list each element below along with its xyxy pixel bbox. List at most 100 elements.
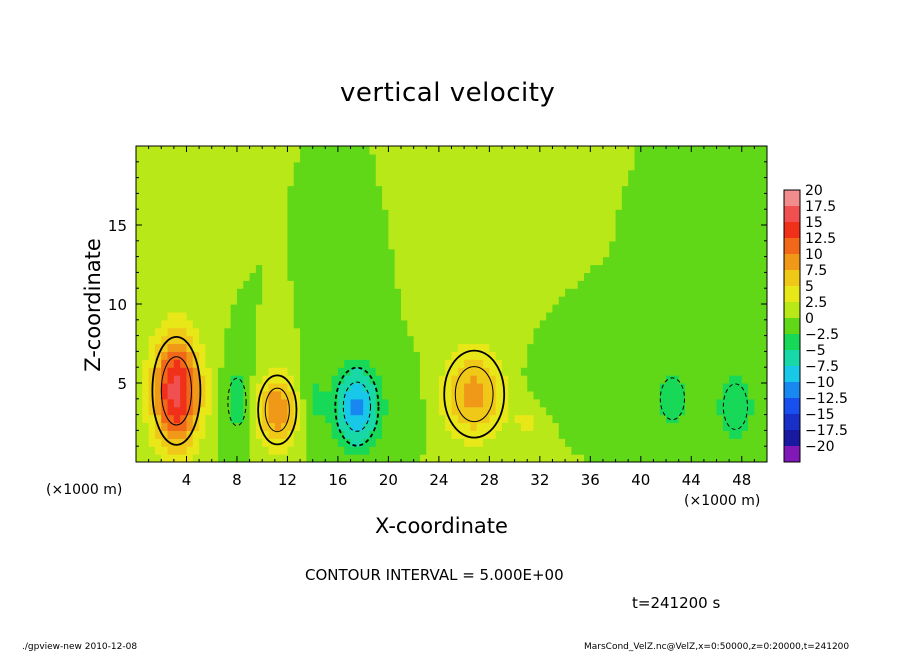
- heatmap-cell: [211, 153, 219, 163]
- heatmap-cell: [218, 201, 225, 210]
- heatmap-cell: [558, 438, 566, 447]
- heatmap-cell: [407, 327, 415, 337]
- heatmap-cell: [426, 193, 434, 202]
- heatmap-cell: [501, 454, 509, 462]
- heatmap-cell: [230, 161, 238, 171]
- heatmap-cell: [659, 296, 667, 305]
- heatmap-cell: [596, 383, 604, 392]
- heatmap-cell: [136, 367, 143, 376]
- heatmap-cell: [647, 319, 655, 329]
- heatmap-cell: [369, 146, 377, 155]
- y-tick-label: 15: [108, 217, 127, 235]
- heatmap-cell: [142, 390, 150, 400]
- heatmap-cell: [199, 256, 207, 266]
- heatmap-cell: [293, 280, 301, 289]
- heatmap-cell: [558, 343, 566, 352]
- heatmap-cell: [710, 296, 718, 305]
- heatmap-cell: [375, 240, 383, 250]
- heatmap-cell: [602, 201, 610, 210]
- heatmap-cell: [432, 272, 440, 281]
- heatmap-cell: [678, 232, 686, 242]
- heatmap-cell: [274, 193, 282, 202]
- heatmap-cell: [565, 454, 572, 462]
- heatmap-cell: [281, 209, 289, 218]
- heatmap-cell: [432, 359, 440, 368]
- heatmap-cell: [173, 311, 181, 321]
- heatmap-cell: [287, 177, 295, 187]
- heatmap-cell: [678, 375, 686, 384]
- heatmap-cell: [344, 225, 352, 234]
- heatmap-cell: [154, 146, 162, 155]
- heatmap-cell: [571, 454, 579, 462]
- heatmap-cell: [602, 406, 610, 416]
- heatmap-cell: [722, 185, 730, 194]
- heatmap-cell: [413, 375, 421, 384]
- heatmap-cell: [489, 193, 497, 202]
- heatmap-cell: [306, 201, 314, 210]
- heatmap-cell: [419, 359, 427, 368]
- heatmap-cell: [331, 201, 339, 210]
- heatmap-cell: [722, 256, 730, 266]
- heatmap-cell: [729, 414, 737, 424]
- heatmap-cell: [186, 185, 194, 194]
- heatmap-cell: [161, 225, 169, 234]
- heatmap-cell: [748, 398, 755, 408]
- heatmap-cell: [192, 280, 200, 289]
- heatmap-cell: [602, 327, 610, 337]
- heatmap-cell: [211, 146, 219, 155]
- heatmap-cell: [659, 161, 667, 171]
- heatmap-cell: [268, 390, 276, 400]
- heatmap-cell: [659, 430, 667, 439]
- heatmap-cell: [236, 193, 244, 202]
- heatmap-cell: [571, 383, 579, 392]
- heatmap-cell: [293, 185, 301, 194]
- heatmap-cell: [262, 367, 270, 376]
- heatmap-cell: [136, 390, 143, 400]
- heatmap-cell: [331, 248, 339, 258]
- heatmap-cell: [703, 153, 711, 163]
- heatmap-cell: [659, 225, 667, 234]
- heatmap-cell: [186, 272, 194, 281]
- heatmap-cell: [281, 177, 289, 187]
- heatmap-cell: [331, 390, 339, 400]
- heatmap-cell: [760, 343, 767, 352]
- heatmap-cell: [356, 248, 364, 258]
- heatmap-cell: [659, 422, 667, 431]
- heatmap-cell: [350, 225, 358, 234]
- heatmap-cell: [154, 311, 162, 321]
- heatmap-cell: [666, 327, 673, 337]
- heatmap-cell: [666, 319, 673, 329]
- heatmap-cell: [508, 319, 516, 329]
- heatmap-cell: [350, 367, 358, 376]
- heatmap-cell: [703, 351, 711, 360]
- heatmap-cell: [356, 177, 364, 187]
- heatmap-cell: [337, 454, 345, 462]
- heatmap-cell: [394, 161, 402, 171]
- heatmap-cell: [590, 383, 598, 392]
- heatmap-cell: [419, 177, 427, 187]
- heatmap-cell: [344, 146, 352, 155]
- heatmap-cell: [180, 430, 188, 439]
- heatmap-cell: [230, 454, 238, 462]
- heatmap-cell: [192, 367, 200, 376]
- heatmap-cell: [426, 319, 434, 329]
- heatmap-cell: [571, 438, 579, 447]
- heatmap-cell: [382, 304, 389, 313]
- heatmap-cell: [236, 390, 244, 400]
- heatmap-cell: [287, 390, 295, 400]
- heatmap-cell: [281, 375, 289, 384]
- heatmap-cell: [192, 438, 200, 447]
- heatmap-cell: [602, 146, 610, 155]
- heatmap-cell: [533, 343, 541, 352]
- heatmap-cell: [678, 272, 686, 281]
- heatmap-cell: [192, 232, 200, 242]
- heatmap-cell: [634, 335, 642, 345]
- heatmap-cell: [501, 232, 509, 242]
- heatmap-cell: [735, 240, 743, 250]
- heatmap-cell: [407, 193, 415, 202]
- heatmap-cell: [255, 422, 263, 431]
- heatmap-cell: [236, 422, 244, 431]
- heatmap-cell: [520, 311, 528, 321]
- heatmap-cell: [382, 264, 389, 273]
- heatmap-cell: [628, 351, 636, 360]
